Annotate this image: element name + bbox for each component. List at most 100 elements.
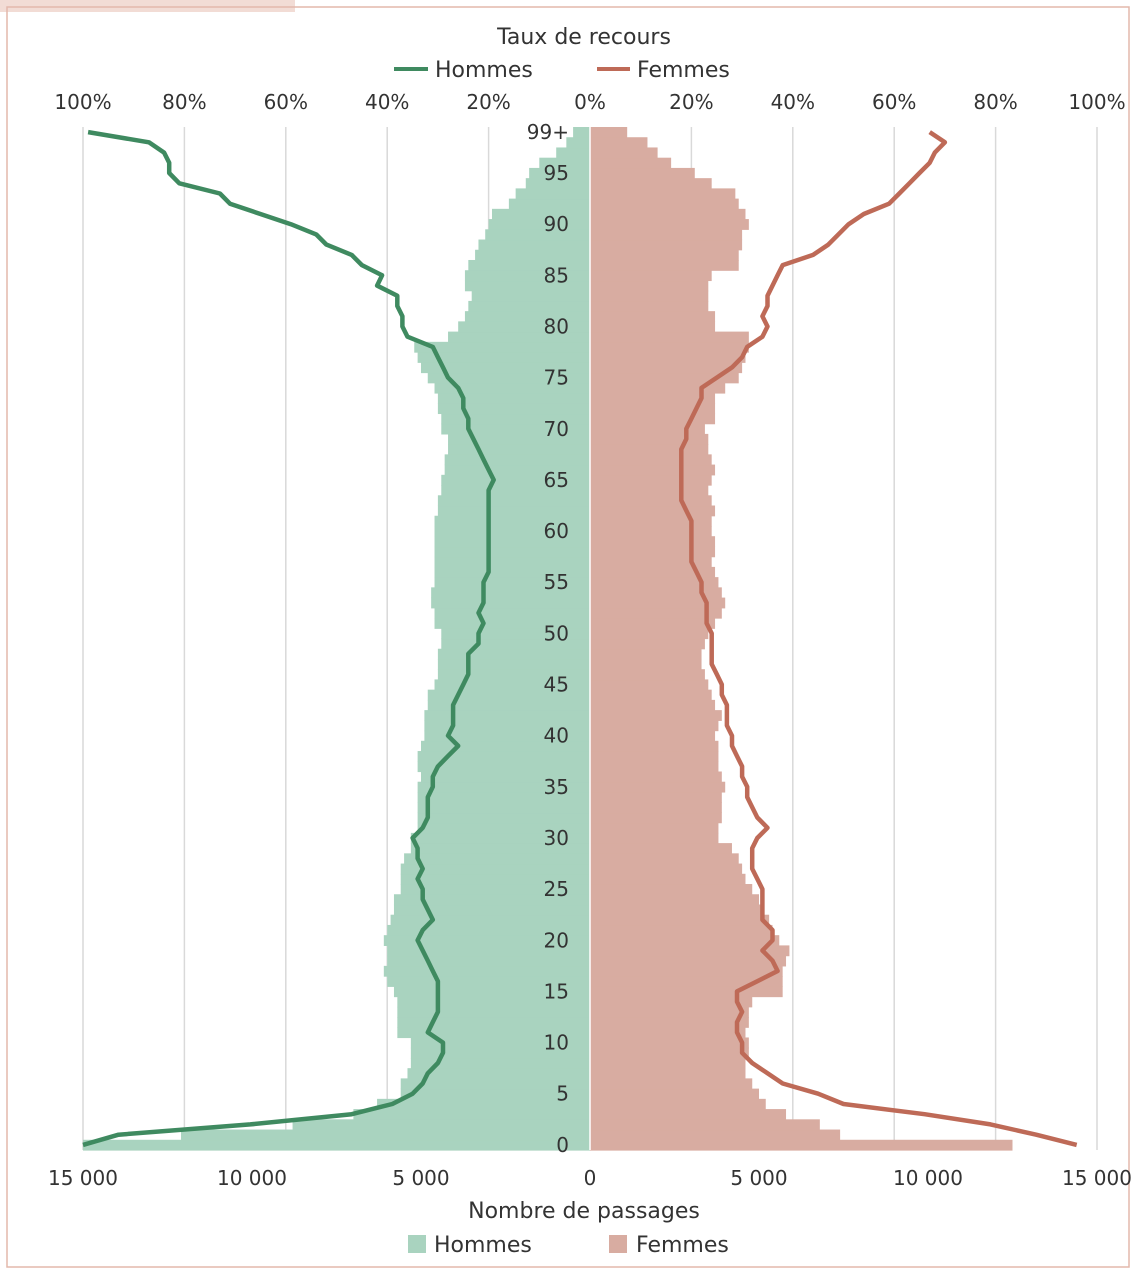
bar-women: [590, 1006, 749, 1018]
legend-bar-women-label: Femmes: [636, 1233, 729, 1258]
bar-women: [590, 720, 719, 732]
bar-men: [441, 413, 590, 425]
bar-women: [590, 1078, 753, 1090]
bar-men: [292, 1119, 590, 1131]
bar-women: [590, 444, 709, 455]
bar-men: [508, 198, 590, 210]
bar-women: [590, 1098, 766, 1110]
bar-women: [590, 751, 719, 762]
bar-men: [448, 444, 590, 455]
bar-men: [400, 1088, 590, 1100]
bar-men: [421, 740, 590, 752]
bar-women: [590, 904, 763, 916]
bar-women: [590, 699, 716, 711]
bar-women: [590, 127, 628, 138]
bar-women: [590, 853, 739, 865]
bar-women: [590, 863, 743, 875]
bar-women: [590, 403, 716, 415]
bar-men: [417, 802, 590, 814]
bar-legend: Hommes Femmes: [408, 1233, 729, 1258]
bar-women: [590, 577, 719, 588]
bar-men: [83, 1139, 590, 1151]
bar-men: [444, 454, 590, 466]
bar-women: [590, 628, 709, 640]
bar-women: [590, 167, 695, 179]
bar-women: [590, 352, 746, 363]
age-tick-label: 65: [544, 468, 569, 492]
bottom-axis-tick-label: 10 000: [893, 1166, 963, 1190]
bar-women: [590, 894, 759, 906]
bar-men: [397, 1017, 590, 1028]
bar-men: [441, 474, 590, 486]
age-tick-label: 30: [544, 826, 569, 850]
bar-men: [400, 1078, 590, 1090]
bar-women: [590, 791, 722, 803]
bar-men: [427, 689, 590, 701]
bottom-axis-tick-label: 0: [584, 1166, 597, 1190]
top-axis-tick-label: 60%: [264, 90, 308, 114]
bar-men: [478, 239, 590, 251]
bar-women: [590, 1068, 746, 1079]
bar-men: [410, 843, 590, 854]
bar-women: [590, 372, 739, 384]
bar-women: [590, 1047, 749, 1059]
bar-men: [424, 710, 590, 721]
bar-women: [590, 843, 732, 854]
bar-women: [590, 955, 787, 967]
frame-accent: [0, 0, 295, 12]
bar-women: [590, 924, 773, 936]
bar-men: [434, 618, 590, 629]
age-tick-label: 25: [544, 877, 569, 901]
bar-men: [437, 669, 590, 681]
bar-men: [424, 720, 590, 732]
bar-women: [590, 597, 726, 609]
bar-women: [590, 965, 783, 977]
bar-men: [427, 372, 590, 384]
bar-men: [434, 577, 590, 588]
bar-women: [590, 1088, 759, 1100]
bar-men: [434, 679, 590, 691]
bar-men: [434, 525, 590, 537]
bar-men: [556, 147, 590, 159]
bar-women: [590, 822, 719, 834]
bar-men: [387, 924, 590, 936]
bar-women: [590, 945, 790, 957]
bar-men: [437, 392, 590, 404]
bar-men: [421, 362, 590, 374]
bar-women: [590, 229, 743, 241]
bar-men: [437, 403, 590, 415]
age-tick-label: 5: [556, 1082, 569, 1106]
bar-women: [590, 474, 712, 486]
age-tick-label: 60: [544, 519, 569, 543]
bar-men: [400, 884, 590, 895]
bar-women: [590, 321, 716, 333]
bar-women: [590, 280, 709, 292]
bar-men: [441, 485, 590, 496]
age-tick-label: 55: [544, 570, 569, 594]
age-tick-label: 0: [556, 1133, 569, 1157]
bar-women: [590, 219, 749, 230]
bar-women: [590, 1109, 787, 1120]
bar-men: [387, 945, 590, 957]
bar-men: [448, 331, 590, 343]
bar-men: [410, 1037, 590, 1049]
bar-women: [590, 1027, 746, 1039]
line-women-rate: [679, 130, 1078, 1148]
bottom-axis-tick-label: 15 000: [1062, 1166, 1132, 1190]
bar-men: [434, 566, 590, 578]
bar-men: [441, 628, 590, 640]
rate-lines: [82, 129, 1078, 1148]
bar-men: [434, 556, 590, 568]
bar-women: [590, 331, 749, 343]
bar-men: [393, 904, 590, 916]
bar-men: [434, 607, 590, 619]
bar-men: [404, 853, 590, 865]
bar-men: [441, 423, 590, 435]
bar-men: [387, 955, 590, 967]
bar-women: [590, 618, 716, 629]
bar-men: [464, 270, 590, 282]
bar-women: [590, 884, 753, 895]
age-tick-label: 99+: [527, 120, 569, 144]
